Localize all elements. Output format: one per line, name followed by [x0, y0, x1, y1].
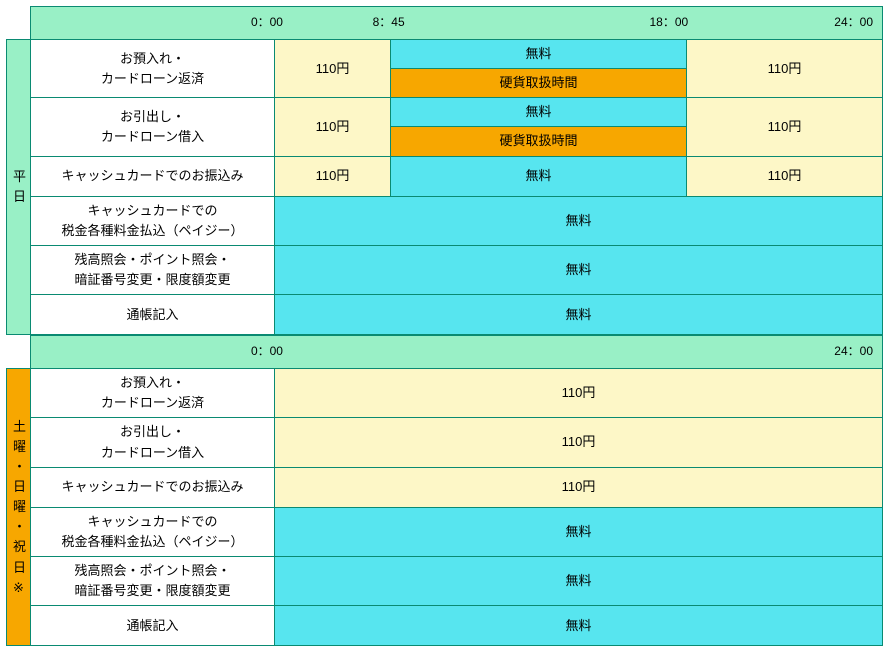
label-deposit: お預入れ・カードローン返済 — [31, 40, 275, 98]
withdraw-late-fee: 110円 — [687, 98, 883, 156]
weekend-time-mark-24: 24：00 — [834, 342, 873, 361]
wk-label-withdraw: お引出し・カードローン借入 — [31, 418, 275, 467]
wk-inquiry-free: 無料 — [275, 556, 883, 605]
wk-passbook-free: 無料 — [275, 606, 883, 646]
row-payeasy: キャッシュカードでの税金各種料金払込（ペイジー） 無料 — [7, 196, 883, 245]
time-mark-24: 24：00 — [834, 13, 873, 32]
wk-row-inquiry: 残高照会・ポイント照会・暗証番号変更・限度額変更 無料 — [7, 556, 883, 605]
time-mark-845: 8：45 — [373, 13, 405, 32]
wk-row-transfer: キャッシュカードでのお振込み 110円 — [7, 467, 883, 507]
label-passbook: 通帳記入 — [31, 295, 275, 335]
transfer-late-fee: 110円 — [687, 156, 883, 196]
row-withdraw: お引出し・カードローン借入 110円 無料 110円 — [7, 98, 883, 127]
wk-label-payeasy: キャッシュカードでの税金各種料金払込（ペイジー） — [31, 507, 275, 556]
wk-row-payeasy: キャッシュカードでの税金各種料金払込（ペイジー） 無料 — [7, 507, 883, 556]
payeasy-free: 無料 — [275, 196, 883, 245]
wk-label-passbook: 通帳記入 — [31, 606, 275, 646]
withdraw-coin-hours: 硬貨取扱時間 — [391, 127, 687, 156]
row-deposit: 平日 お預入れ・カードローン返済 110円 無料 110円 — [7, 40, 883, 69]
wk-payeasy-free: 無料 — [275, 507, 883, 556]
transfer-core-free: 無料 — [391, 156, 687, 196]
time-mark-18: 18：00 — [649, 13, 688, 32]
row-transfer: キャッシュカードでのお振込み 110円 無料 110円 — [7, 156, 883, 196]
time-mark-0: 0：00 — [251, 13, 283, 32]
weekend-side-label: 土曜・日曜・祝日※ — [7, 369, 31, 646]
wk-label-inquiry: 残高照会・ポイント照会・暗証番号変更・限度額変更 — [31, 556, 275, 605]
wk-deposit-fee: 110円 — [275, 369, 883, 418]
withdraw-early-fee: 110円 — [275, 98, 391, 156]
weekend-table: 0：00 24：00 土曜・日曜・祝日※ お預入れ・カードローン返済 110円 … — [6, 335, 883, 646]
wk-withdraw-fee: 110円 — [275, 418, 883, 467]
wk-transfer-fee: 110円 — [275, 467, 883, 507]
wk-label-transfer: キャッシュカードでのお振込み — [31, 467, 275, 507]
weekday-side-label: 平日 — [7, 40, 31, 335]
label-inquiry: 残高照会・ポイント照会・暗証番号変更・限度額変更 — [31, 245, 275, 294]
wk-row-deposit: 土曜・日曜・祝日※ お預入れ・カードローン返済 110円 — [7, 369, 883, 418]
row-passbook: 通帳記入 無料 — [7, 295, 883, 335]
deposit-core-free: 無料 — [391, 40, 687, 69]
inquiry-free: 無料 — [275, 245, 883, 294]
wk-row-passbook: 通帳記入 無料 — [7, 606, 883, 646]
wk-row-withdraw: お引出し・カードローン借入 110円 — [7, 418, 883, 467]
wk-label-deposit: お預入れ・カードローン返済 — [31, 369, 275, 418]
weekday-table: 0：00 8：45 18：00 24：00 平日 お預入れ・カードローン返済 1… — [6, 6, 883, 335]
label-withdraw: お引出し・カードローン借入 — [31, 98, 275, 156]
weekend-time-header: 0：00 24：00 — [7, 336, 883, 369]
label-transfer: キャッシュカードでのお振込み — [31, 156, 275, 196]
deposit-coin-hours: 硬貨取扱時間 — [391, 69, 687, 98]
withdraw-core-free: 無料 — [391, 98, 687, 127]
passbook-free: 無料 — [275, 295, 883, 335]
deposit-early-fee: 110円 — [275, 40, 391, 98]
transfer-early-fee: 110円 — [275, 156, 391, 196]
weekend-time-mark-0: 0：00 — [251, 342, 283, 361]
deposit-late-fee: 110円 — [687, 40, 883, 98]
label-payeasy: キャッシュカードでの税金各種料金払込（ペイジー） — [31, 196, 275, 245]
weekday-time-header: 0：00 8：45 18：00 24：00 — [7, 7, 883, 40]
row-inquiry: 残高照会・ポイント照会・暗証番号変更・限度額変更 無料 — [7, 245, 883, 294]
